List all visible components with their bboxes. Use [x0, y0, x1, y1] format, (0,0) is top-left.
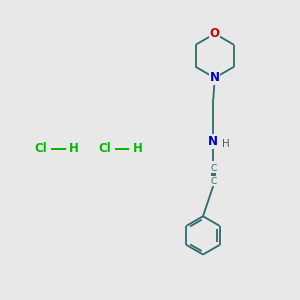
- Text: Cl: Cl: [35, 142, 47, 155]
- Text: H: H: [69, 142, 79, 155]
- Text: N: N: [210, 71, 220, 84]
- Text: C: C: [210, 177, 216, 186]
- Text: C: C: [210, 164, 216, 172]
- Text: O: O: [210, 27, 220, 40]
- Text: H: H: [132, 142, 142, 155]
- Text: N: N: [208, 135, 218, 148]
- Text: Cl: Cl: [98, 142, 111, 155]
- Text: H: H: [222, 139, 230, 149]
